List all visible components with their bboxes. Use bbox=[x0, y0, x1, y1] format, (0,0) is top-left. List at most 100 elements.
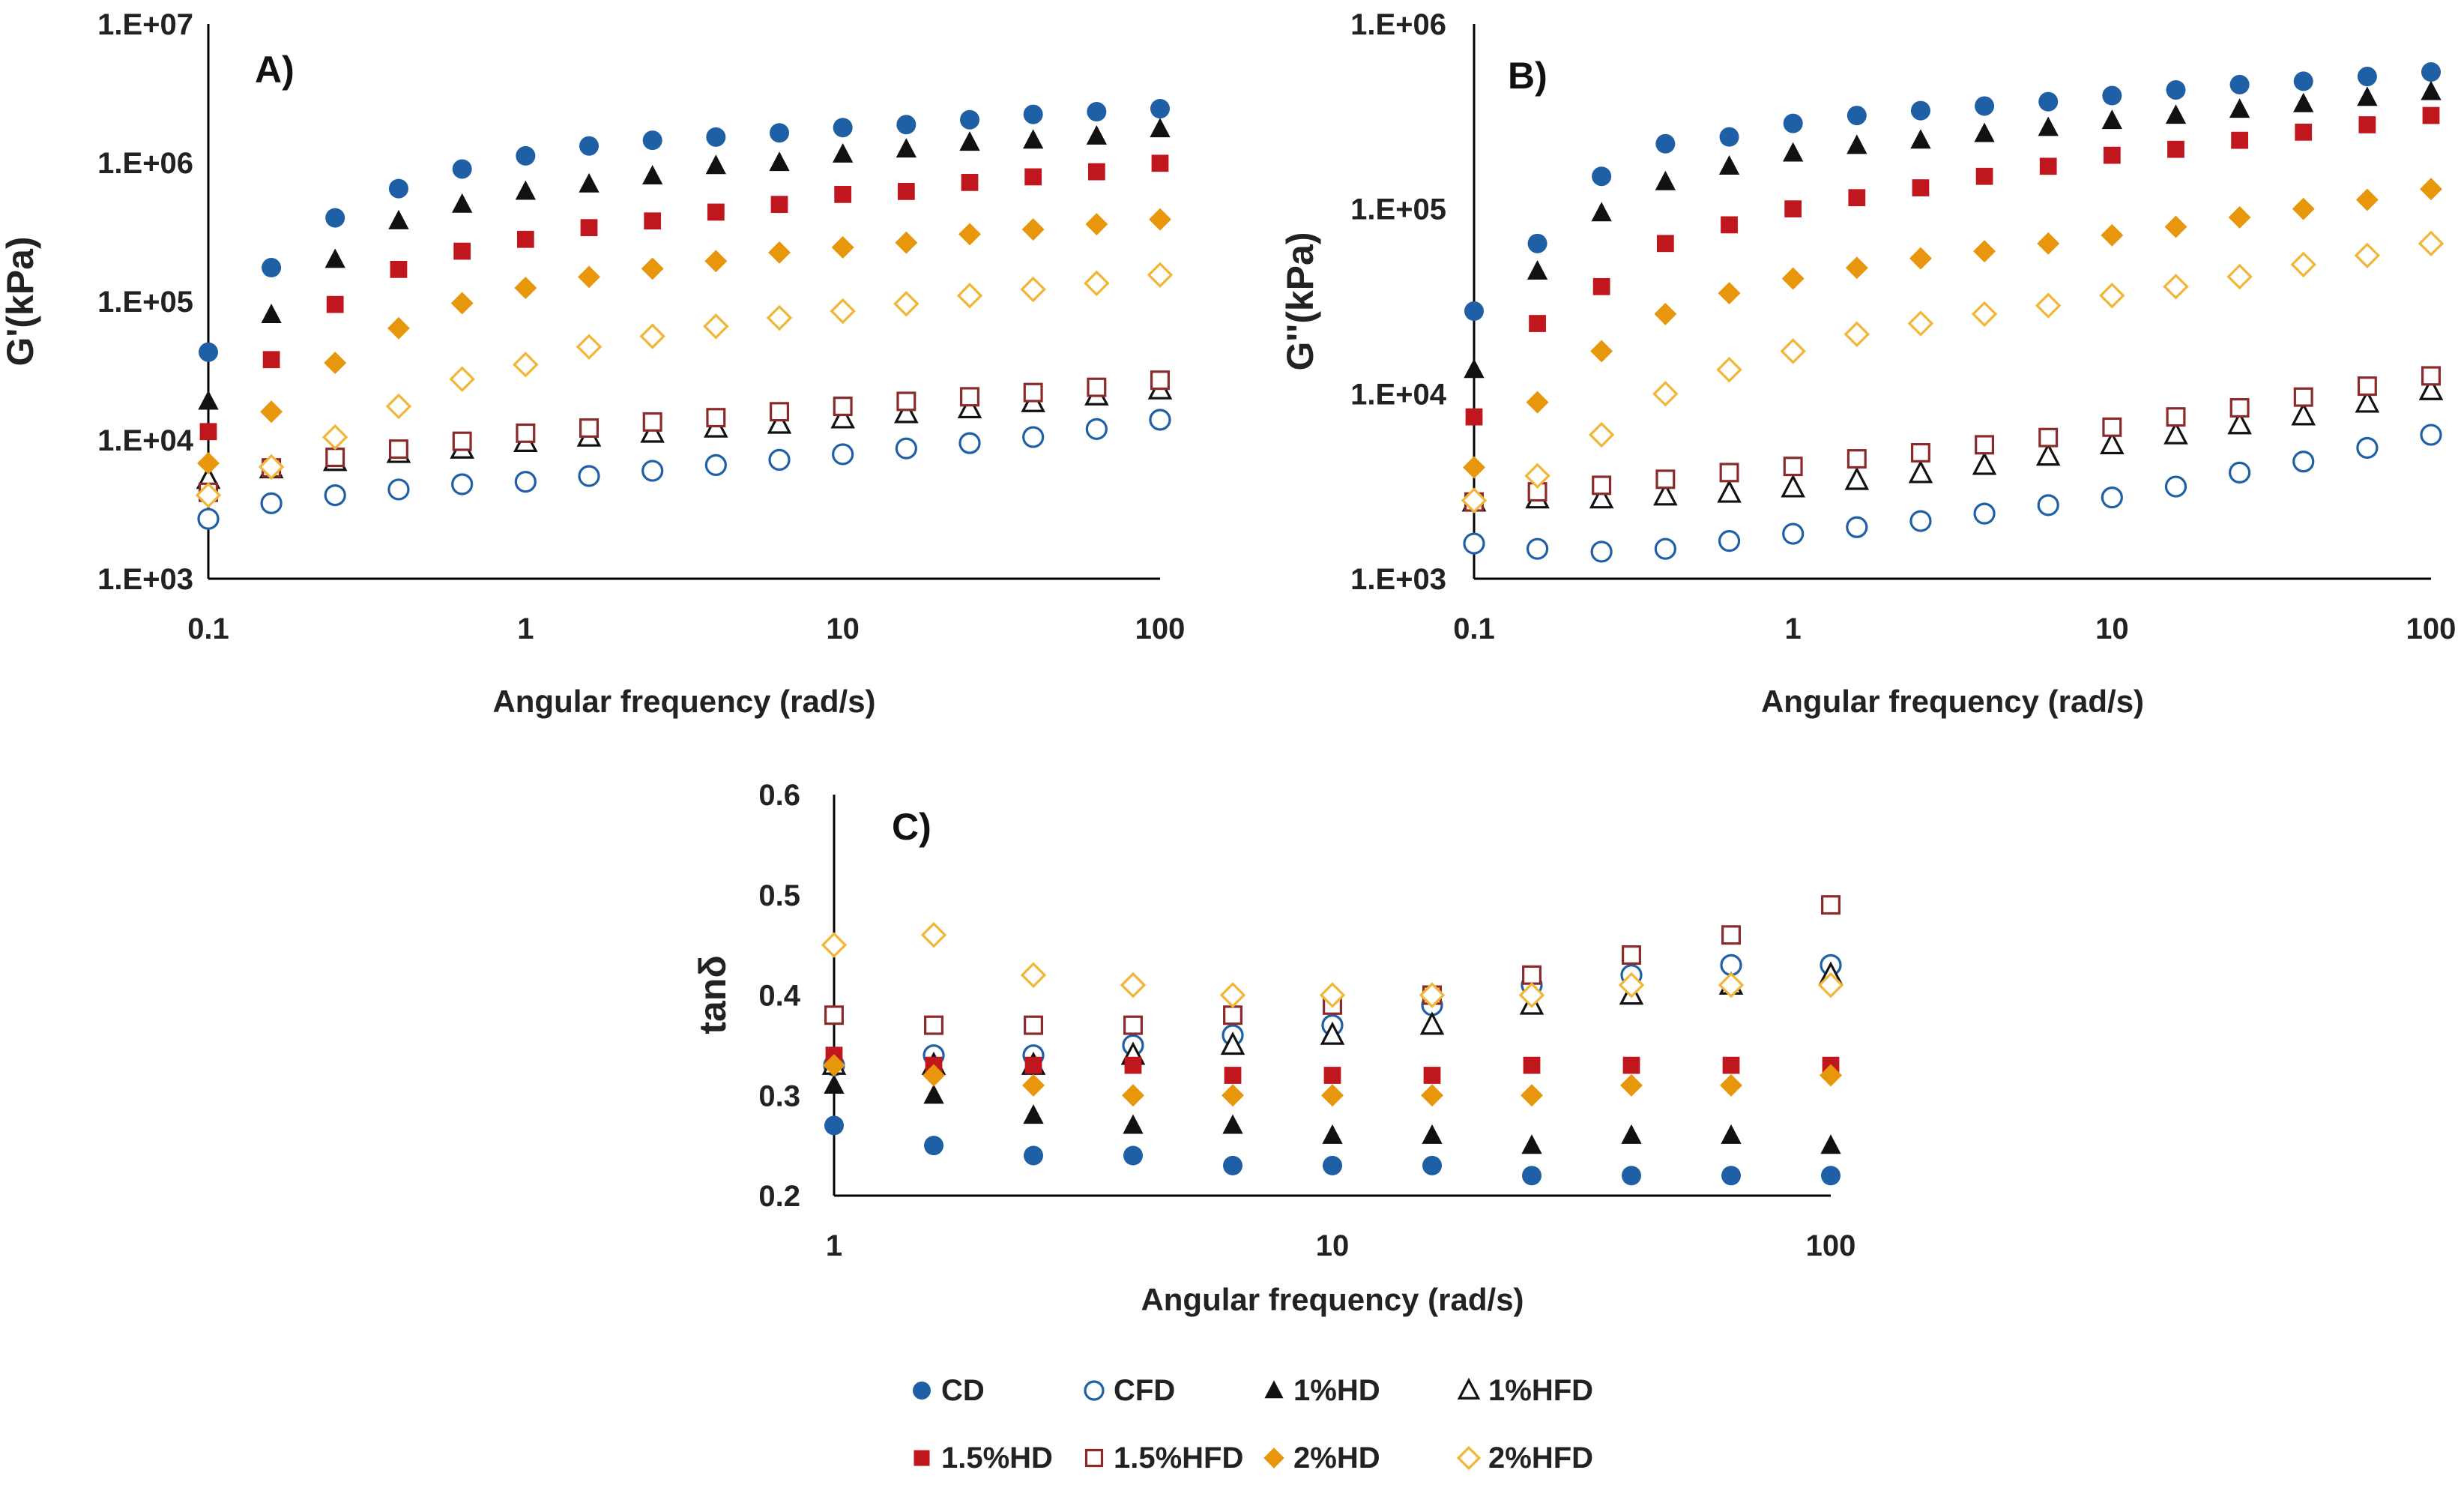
point-1-5pcthfd bbox=[1087, 377, 1107, 397]
point-2pcthfd bbox=[920, 922, 947, 948]
point-cd bbox=[199, 342, 218, 362]
point-2pcthd bbox=[1654, 302, 1677, 325]
point-cd bbox=[2166, 79, 2186, 100]
point-cd bbox=[388, 178, 408, 199]
point-1pcthd bbox=[896, 138, 917, 158]
point-cd bbox=[1592, 166, 1612, 187]
point-1-5pcthfd bbox=[2293, 387, 2313, 407]
series-cfd bbox=[1463, 424, 2442, 563]
point-cfd bbox=[2420, 424, 2442, 446]
point-1-5pcthd bbox=[1465, 408, 1483, 426]
y-tick-label: 1.E+07 bbox=[97, 8, 193, 41]
point-cd bbox=[2293, 71, 2313, 91]
point-1pcthd bbox=[1521, 1134, 1542, 1154]
point-2pcthd bbox=[1526, 391, 1549, 414]
point-cd bbox=[1150, 99, 1170, 119]
point-2pcthd bbox=[1720, 1073, 1742, 1097]
point-1pcthd bbox=[1910, 129, 1931, 149]
point-1pcthfd bbox=[2163, 421, 2188, 445]
point-1-5pcthd bbox=[580, 219, 598, 237]
point-cd bbox=[2038, 91, 2059, 112]
point-1-5pcthd bbox=[1656, 235, 1674, 253]
point-2pcthd bbox=[1820, 1064, 1842, 1087]
point-1-5pcthfd bbox=[2357, 376, 2377, 397]
point-cd bbox=[706, 127, 726, 147]
point-1-5pcthfd bbox=[1150, 370, 1170, 391]
point-1-5pcthfd bbox=[1719, 463, 1739, 483]
point-1pcthd bbox=[1591, 202, 1612, 222]
point-1-5pcthd bbox=[516, 230, 534, 248]
point-cd bbox=[924, 1136, 944, 1156]
point-2pcthd bbox=[324, 352, 347, 375]
point-2pcthfd bbox=[1020, 276, 1046, 303]
point-cd bbox=[770, 123, 790, 143]
point-2pcthfd bbox=[1147, 262, 1174, 289]
point-2pcthfd bbox=[2354, 242, 2381, 268]
point-1-5pcthfd bbox=[1123, 1015, 1143, 1035]
point-cfd bbox=[1590, 540, 1613, 563]
point-2pcthfd bbox=[1817, 972, 1844, 998]
point-cfd bbox=[1973, 502, 1996, 525]
point-1-5pcthfd bbox=[642, 412, 662, 432]
point-cd bbox=[1422, 1155, 1443, 1175]
point-1pcthd bbox=[1718, 155, 1740, 175]
x-tick-label: 10 bbox=[1316, 1229, 1350, 1262]
point-1-5pcthd bbox=[1423, 1067, 1441, 1084]
y-tick-label: 0.2 bbox=[758, 1180, 800, 1213]
point-1-5pcthfd bbox=[1592, 475, 1612, 496]
point-2pcthd bbox=[1718, 282, 1741, 305]
y-tick-label: 1.E+03 bbox=[1350, 563, 1446, 596]
point-1-5pcthfd bbox=[1023, 382, 1043, 403]
point-cfd bbox=[2101, 487, 2123, 509]
point-cfd bbox=[832, 443, 854, 466]
point-2pcthfd bbox=[1524, 463, 1550, 489]
point-1-5pcthfd bbox=[1975, 435, 1995, 455]
point-2pcthd bbox=[704, 250, 728, 273]
point-1pcthfd bbox=[2100, 431, 2125, 455]
point-cd bbox=[642, 130, 662, 151]
point-1-5pcthfd bbox=[1223, 1005, 1242, 1025]
point-2pcthfd bbox=[1461, 487, 1488, 513]
point-1pcthfd bbox=[640, 419, 665, 443]
point-2pcthd bbox=[2101, 223, 2124, 247]
y-tick-label: 1.E+04 bbox=[97, 424, 194, 457]
point-2pcthfd bbox=[1319, 982, 1346, 1008]
point-cd bbox=[1975, 96, 1995, 116]
point-cd bbox=[1522, 1166, 1542, 1186]
point-2pcthd bbox=[1590, 340, 1613, 363]
point-1pcthfd bbox=[2035, 442, 2061, 466]
point-2pcthfd bbox=[1844, 321, 1870, 348]
series-1pcthd bbox=[198, 118, 1171, 410]
point-2pcthd bbox=[1909, 247, 1932, 270]
point-2pcthfd bbox=[1120, 972, 1147, 998]
point-cfd bbox=[1654, 537, 1676, 560]
point-cfd bbox=[324, 484, 346, 507]
point-2pcthfd bbox=[2163, 274, 2189, 300]
point-1pcthd bbox=[1123, 1114, 1144, 1134]
point-1pcthd bbox=[1150, 118, 1171, 138]
x-tick-label: 10 bbox=[826, 612, 860, 645]
point-cd bbox=[2229, 74, 2250, 94]
point-cfd bbox=[578, 465, 600, 487]
point-1-5pcthfd bbox=[1522, 965, 1541, 985]
point-2pcthd bbox=[923, 1064, 945, 1087]
point-cd bbox=[1087, 102, 1107, 122]
point-1-5pcthd bbox=[1224, 1067, 1242, 1084]
series-1pcthd bbox=[824, 1074, 1841, 1154]
legend-label: CFD bbox=[1114, 1374, 1175, 1407]
point-cd bbox=[1464, 301, 1484, 322]
point-1pcthd bbox=[642, 165, 663, 185]
point-2pcthfd bbox=[258, 454, 285, 481]
point-1pcthfd bbox=[1844, 466, 1870, 490]
legend-label: 2%HD bbox=[1293, 1442, 1380, 1475]
point-cd bbox=[1910, 100, 1930, 121]
point-cfd bbox=[2292, 451, 2315, 473]
point-2pcthd bbox=[2292, 197, 2315, 220]
point-cd bbox=[2102, 85, 2122, 106]
point-2pcthfd bbox=[513, 352, 539, 378]
point-cfd bbox=[641, 460, 664, 482]
y-tick-label: 1.E+06 bbox=[1350, 8, 1446, 41]
point-2pcthd bbox=[1122, 1084, 1144, 1107]
point-1pcthd bbox=[2421, 80, 2442, 100]
point-2pcthd bbox=[1845, 256, 1868, 280]
